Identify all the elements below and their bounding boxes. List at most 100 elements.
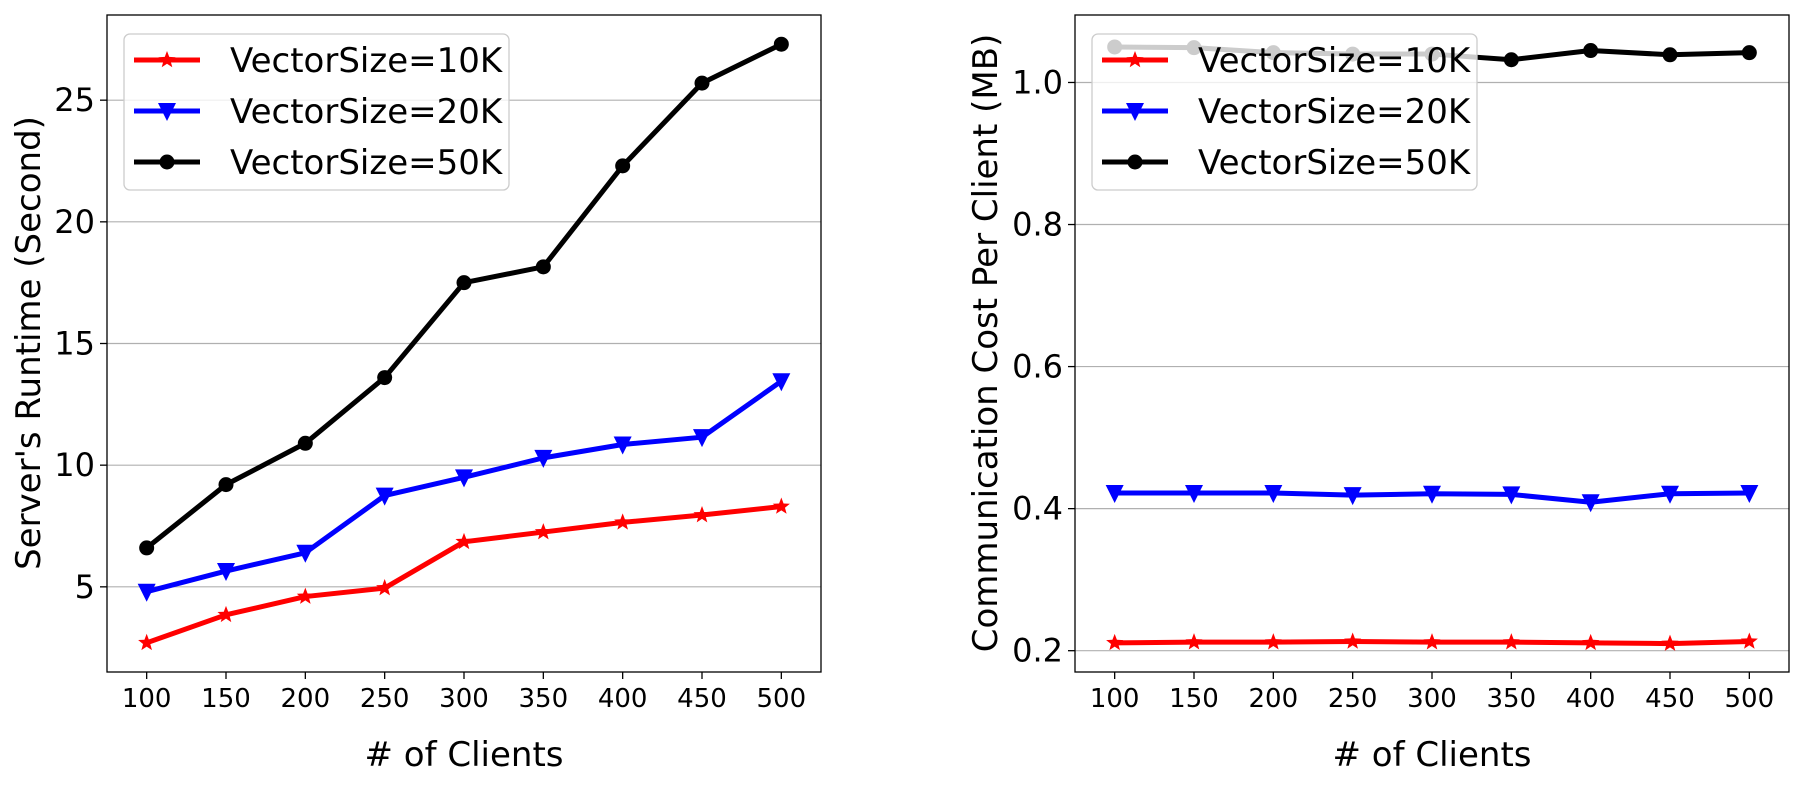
data-point — [1741, 45, 1757, 61]
data-point — [1343, 487, 1362, 506]
data-point — [1264, 633, 1282, 650]
data-point — [377, 370, 393, 386]
x-tick-label: 300 — [1407, 684, 1457, 714]
y-tick-label: 20 — [54, 203, 95, 241]
legend-item: VectorSize=20K — [134, 92, 504, 132]
data-point — [455, 532, 473, 550]
data-point — [1661, 485, 1679, 504]
legend-label: VectorSize=20K — [1198, 92, 1472, 132]
data-point — [534, 523, 552, 540]
x-tick-label: 350 — [1487, 684, 1537, 714]
y-axis-title: Server's Runtime (Second) — [9, 116, 49, 570]
x-tick-label: 400 — [598, 684, 648, 714]
data-point — [694, 75, 710, 91]
data-point — [1127, 154, 1143, 170]
y-axis-title: Communication Cost Per Client (MB) — [966, 34, 1006, 653]
x-tick-label: 450 — [1645, 684, 1695, 714]
y-tick-label: 5 — [75, 568, 95, 606]
data-point — [218, 477, 234, 493]
x-tick-label: 300 — [439, 684, 489, 714]
data-point — [534, 449, 553, 468]
data-point — [1740, 485, 1759, 504]
legend-item: VectorSize=50K — [134, 143, 504, 183]
data-point — [1126, 103, 1144, 121]
data-point — [1264, 485, 1283, 504]
x-tick-label: 200 — [281, 684, 331, 714]
data-point — [1503, 52, 1519, 68]
legend-label: VectorSize=50K — [1198, 143, 1472, 183]
data-point — [1662, 47, 1678, 63]
chart-panel-2: 0.2 0.4 0.6 0.8 1.0 100 150 200 250 300 350 400 450 5… — [966, 14, 1790, 775]
data-point — [772, 373, 791, 392]
x-tick-label: 100 — [1090, 684, 1140, 714]
data-point — [217, 563, 235, 582]
series-VectorSize=10K — [1106, 632, 1758, 651]
data-point — [296, 544, 315, 563]
legend-label: VectorSize=50K — [230, 143, 504, 183]
legend-label: VectorSize=10K — [230, 41, 504, 81]
data-point — [1185, 485, 1203, 504]
x-tick-label: 450 — [677, 684, 727, 714]
data-point — [137, 583, 156, 602]
x-tick-label: 200 — [1249, 684, 1299, 714]
x-axis-title: # of Clients — [1332, 735, 1531, 775]
data-point — [613, 436, 632, 455]
y-tick-label: 0.2 — [1012, 632, 1063, 670]
y-tick-label: 0.8 — [1012, 206, 1063, 244]
data-point — [1661, 634, 1679, 651]
data-point — [1126, 51, 1144, 68]
data-point — [376, 579, 394, 596]
data-point — [456, 275, 472, 291]
x-tick-label: 400 — [1566, 684, 1616, 714]
data-point — [1502, 486, 1521, 505]
data-point — [1423, 485, 1441, 504]
data-point — [615, 158, 631, 174]
legend-label: VectorSize=10K — [1198, 41, 1472, 81]
data-point — [158, 103, 176, 121]
data-point — [375, 487, 394, 506]
legend-item: VectorSize=10K — [1102, 41, 1472, 81]
data-point — [773, 36, 789, 52]
y-tick-label: 1.0 — [1012, 63, 1063, 101]
series-VectorSize=10K — [138, 497, 790, 651]
data-point — [138, 633, 156, 651]
data-point — [1105, 485, 1124, 504]
x-tick-label: 100 — [122, 684, 172, 714]
y-tick-label: 0.6 — [1012, 348, 1063, 386]
legend-box — [123, 33, 510, 191]
y-tick-label: 10 — [54, 446, 95, 484]
x-tick-label: 350 — [519, 684, 569, 714]
x-tick-label: 250 — [1328, 684, 1378, 714]
legend-box — [1091, 33, 1478, 191]
data-point — [1185, 633, 1203, 650]
x-tick-label: 500 — [1725, 684, 1775, 714]
series-line — [144, 504, 784, 646]
y-tick-label: 0.4 — [1012, 490, 1063, 528]
data-point — [693, 506, 711, 523]
series-VectorSize=50K — [139, 36, 789, 556]
data-point — [296, 587, 314, 604]
data-point — [1344, 632, 1362, 649]
data-point — [217, 605, 235, 623]
x-axis-title: # of Clients — [364, 735, 563, 775]
legend-item: VectorSize=50K — [1102, 143, 1472, 183]
x-tick-label: 500 — [757, 684, 807, 714]
data-point — [614, 513, 632, 530]
data-point — [297, 435, 313, 451]
chart-panel-1: 5 10 15 20 25 100 150 200 250 300 350 400 450 500 # of… — [9, 14, 822, 775]
data-point — [535, 259, 551, 275]
legend-item: VectorSize=10K — [134, 41, 504, 81]
data-point — [139, 540, 155, 556]
legend-label: VectorSize=20K — [230, 92, 504, 132]
data-point — [772, 497, 790, 514]
data-point — [1502, 633, 1520, 650]
data-point — [159, 154, 175, 170]
series-VectorSize=20K — [137, 373, 791, 602]
series-VectorSize=20K — [1105, 485, 1759, 513]
data-point — [455, 469, 473, 488]
data-point — [1423, 633, 1441, 650]
legend: VectorSize=10K VectorSize=20K VectorSize=5… — [1091, 33, 1478, 191]
data-point — [1582, 633, 1600, 651]
x-tick-label: 250 — [360, 684, 410, 714]
